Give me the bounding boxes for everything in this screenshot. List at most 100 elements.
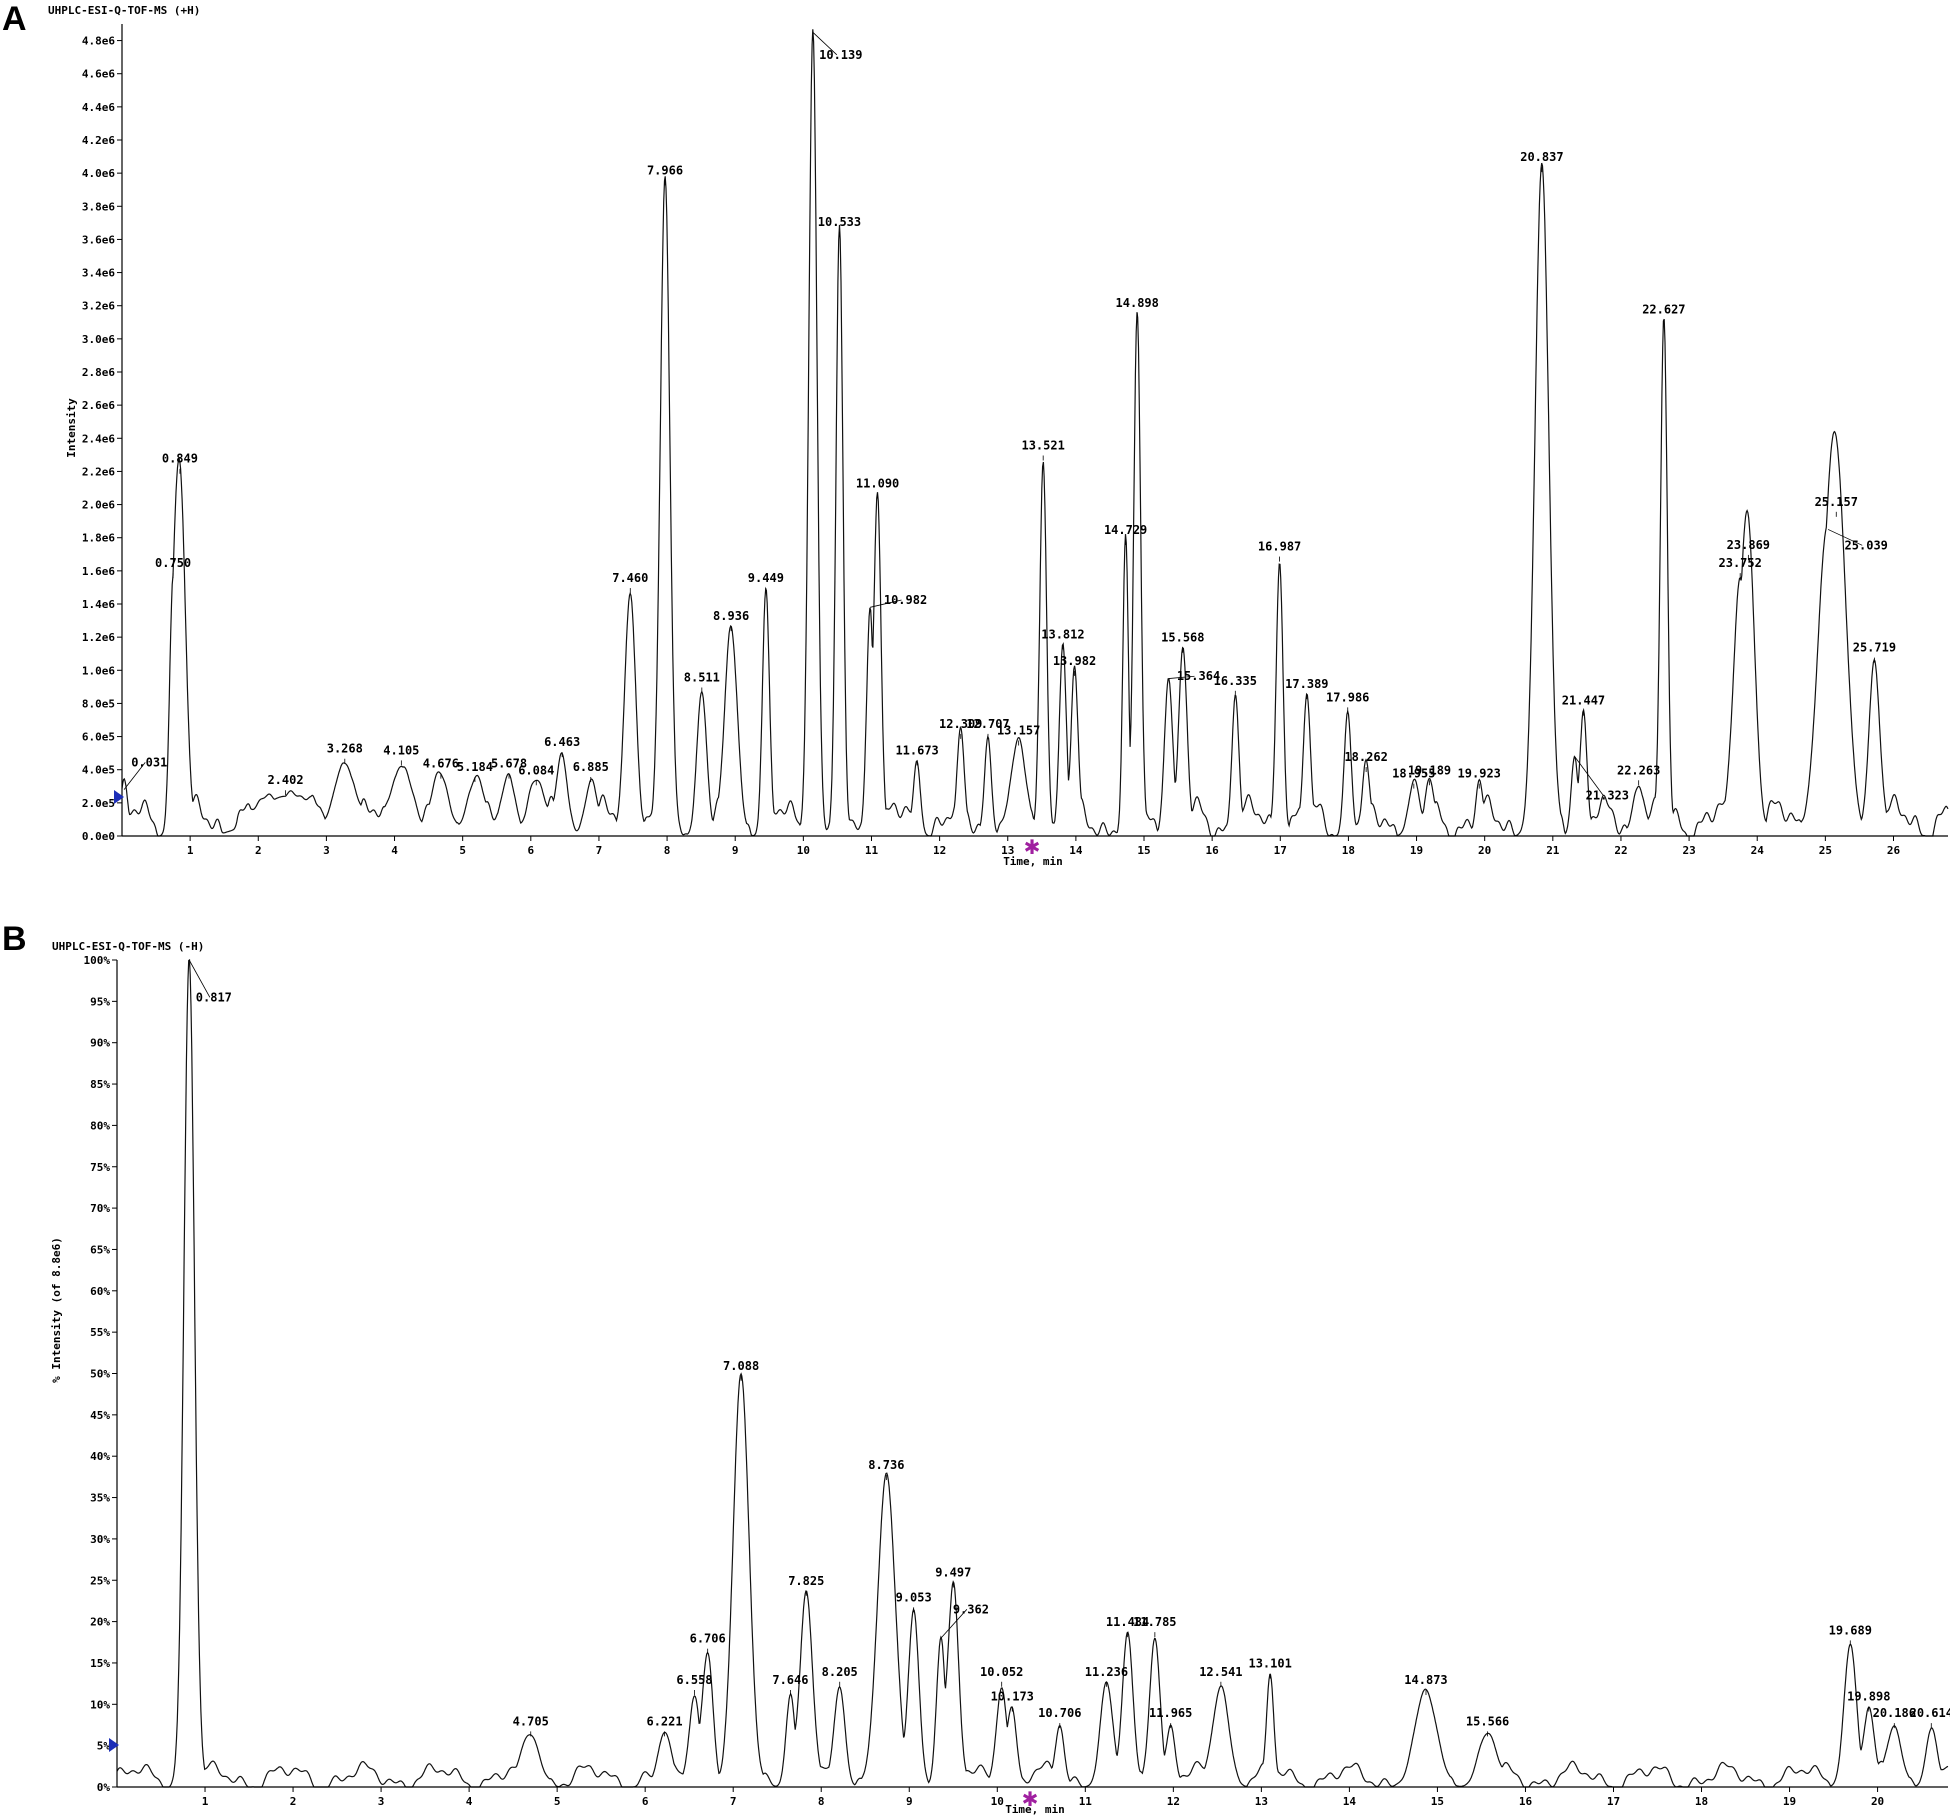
- y-tick-label: 2.4e6: [82, 432, 115, 445]
- peak-label: 3.268: [327, 742, 363, 756]
- panel-b-y-axis-title: % Intensity (of 8.8e6): [50, 1237, 63, 1383]
- y-tick-label: 80%: [90, 1119, 110, 1132]
- peak-label: 16.987: [1258, 540, 1301, 554]
- peak-label: 10.982: [884, 593, 927, 607]
- peak-label: 9.362: [953, 1602, 989, 1616]
- peak-label-leader: [1574, 756, 1604, 796]
- y-tick-label: 60%: [90, 1285, 110, 1298]
- y-tick-label: 50%: [90, 1368, 110, 1381]
- peak-label: 7.966: [647, 163, 683, 177]
- y-tick-label: 4.6e6: [82, 68, 115, 81]
- x-tick-label: 21: [1546, 844, 1560, 857]
- peak-label: 7.460: [612, 571, 648, 585]
- peak-label: 0.849: [162, 452, 198, 466]
- x-tick-label: 8: [664, 844, 671, 857]
- peak-label: 9.449: [748, 571, 784, 585]
- peak-label-leader: [812, 31, 838, 56]
- peak-label: 12.707: [966, 717, 1009, 731]
- peak-label: 20.837: [1520, 150, 1563, 164]
- peak-label: 10.052: [980, 1665, 1023, 1679]
- panel-a-chromatogram-trace: [121, 29, 1949, 837]
- x-tick-label: 8: [818, 1795, 825, 1808]
- peak-label: 25.157: [1815, 495, 1858, 509]
- y-tick-label: 2.2e6: [82, 465, 115, 478]
- peak-label: 20.614: [1910, 1706, 1950, 1720]
- peak-label: 11.785: [1133, 1615, 1176, 1629]
- peak-label: 13.521: [1021, 438, 1064, 452]
- x-tick-label: 22: [1614, 844, 1627, 857]
- panel-a-letter: A: [2, 0, 27, 38]
- y-tick-label: 1.0e6: [82, 664, 115, 677]
- x-tick-label: 2: [255, 844, 262, 857]
- y-tick-label: 4.2e6: [82, 134, 115, 147]
- peak-label-leader: [1827, 529, 1863, 546]
- peak-label: 9.053: [896, 1590, 932, 1604]
- y-tick-label: 65%: [90, 1243, 110, 1256]
- y-tick-label: 45%: [90, 1409, 110, 1422]
- x-tick-label: 3: [323, 844, 330, 857]
- peak-label: 13.101: [1248, 1656, 1291, 1670]
- panel-b-letter: B: [2, 920, 27, 958]
- y-tick-label: 2.0e6: [82, 499, 115, 512]
- y-tick-label: 3.4e6: [82, 267, 115, 280]
- x-tick-label: 7: [596, 844, 603, 857]
- peak-label-leader: [188, 959, 211, 998]
- y-tick-label: 4.0e5: [82, 764, 115, 777]
- x-tick-label: 1: [202, 1795, 209, 1808]
- panel-b-chromatogram-trace: [116, 958, 1949, 1788]
- peak-label: 6.463: [544, 735, 580, 749]
- peak-label: 19.189: [1408, 763, 1451, 777]
- x-tick-label: 20: [1478, 844, 1491, 857]
- y-tick-label: 0.0e0: [82, 830, 115, 843]
- y-tick-label: 40%: [90, 1450, 110, 1463]
- peak-label: 14.729: [1104, 523, 1147, 537]
- peak-label: 4.105: [383, 743, 419, 757]
- peak-label: 11.236: [1085, 1665, 1128, 1679]
- x-tick-label: 18: [1342, 844, 1355, 857]
- peak-label: 23.869: [1727, 538, 1770, 552]
- x-tick-label: 14: [1069, 844, 1083, 857]
- peak-label: 20.186: [1873, 1706, 1916, 1720]
- panel-a-y-axis-title: Intensity: [65, 398, 78, 458]
- peak-label-leader: [940, 1609, 968, 1639]
- peak-label: 5.184: [457, 760, 493, 774]
- x-tick-label: 6: [642, 1795, 649, 1808]
- x-tick-label: 4: [391, 844, 398, 857]
- panel-a-x-marker-icon: ✱: [1024, 835, 1041, 859]
- y-tick-label: 3.0e6: [82, 333, 115, 346]
- y-tick-label: 1.8e6: [82, 532, 115, 545]
- peak-label: 14.873: [1404, 1673, 1447, 1687]
- panel-b-peak-labels: 0.817 4.705 6.221 6.558 6.706 7.088 7.646 7.825…: [188, 959, 1950, 1737]
- peak-label: 6.084: [518, 763, 554, 777]
- x-tick-label: 9: [732, 844, 739, 857]
- panel-a-peak-labels: 0.031 0.750 0.849 2.402 3.268 4.105 4.6765.184…: [123, 31, 1896, 803]
- panel-a-x-ticks: 1 2 3 4 5 6 7 8 9 10 11 12 13 14 15 16 17 18 19 20 21 22 23 24 2…: [187, 836, 1900, 857]
- peak-label: 8.936: [713, 609, 749, 623]
- y-tick-label: 6.0e5: [82, 731, 115, 744]
- peak-label: 6.706: [690, 1632, 726, 1646]
- x-tick-label: 6: [527, 844, 534, 857]
- panel-a-title: UHPLC-ESI-Q-TOF-MS (+H): [48, 4, 200, 17]
- x-tick-label: 5: [459, 844, 466, 857]
- peak-label: 12.309: [939, 717, 982, 731]
- peak-label: 19.898: [1847, 1690, 1890, 1704]
- peak-label: 11.090: [856, 477, 899, 491]
- x-tick-label: 10: [797, 844, 810, 857]
- peak-label: 9.497: [935, 1566, 971, 1580]
- y-tick-label: 100%: [84, 954, 111, 967]
- panel-a-x-axis-title: Time, min: [1003, 855, 1063, 868]
- y-tick-label: 20%: [90, 1616, 110, 1629]
- peak-label: 2.402: [267, 773, 303, 787]
- peak-label: 4.705: [513, 1714, 549, 1728]
- y-tick-label: 4.0e6: [82, 167, 115, 180]
- peak-label-leader: [1168, 675, 1195, 679]
- peak-label: 10.706: [1038, 1706, 1081, 1720]
- peak-label: 7.646: [772, 1673, 808, 1687]
- y-tick-label: 2.8e6: [82, 366, 115, 379]
- x-tick-label: 15: [1431, 1795, 1444, 1808]
- x-tick-label: 12: [933, 844, 946, 857]
- x-tick-label: 1: [187, 844, 194, 857]
- peak-label: 18.262: [1344, 750, 1387, 764]
- x-tick-label: 12: [1167, 1795, 1180, 1808]
- x-tick-label: 16: [1519, 1795, 1533, 1808]
